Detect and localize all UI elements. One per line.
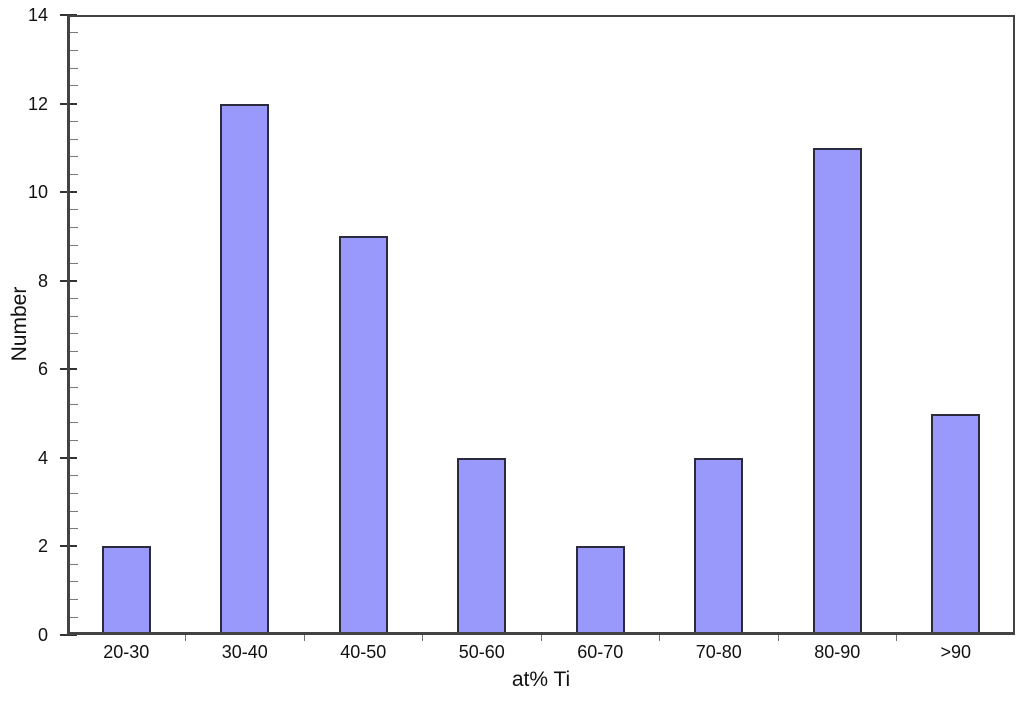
y-tick-label: 2 bbox=[37, 536, 48, 557]
y-minor-tick bbox=[70, 156, 78, 158]
x-boundary-tick bbox=[896, 635, 897, 641]
y-tick-label: 0 bbox=[37, 625, 48, 645]
y-minor-tick bbox=[70, 439, 78, 441]
x-tick-label: 60-70 bbox=[577, 642, 624, 662]
x-boundary-tick bbox=[777, 635, 779, 641]
bar-80-90 bbox=[812, 147, 862, 635]
y-minor-tick bbox=[70, 563, 78, 565]
y-minor-tick bbox=[70, 209, 78, 211]
x-tick-label: 50-60 bbox=[458, 642, 505, 662]
y-major-tick bbox=[60, 102, 77, 105]
bar-20-30 bbox=[101, 546, 151, 635]
x-tick-label: 80-90 bbox=[814, 642, 861, 662]
x-axis-tick-labels: 20-30 30-40 40-50 50-60 60-70 70-80 80-90 >90 bbox=[67, 641, 1015, 665]
y-minor-tick bbox=[70, 421, 78, 423]
x-boundary-tick bbox=[540, 635, 542, 641]
y-tick-label: 4 bbox=[37, 447, 48, 468]
y-minor-tick bbox=[70, 386, 78, 388]
x-tick-label: >90 bbox=[940, 642, 972, 662]
bar-40-50 bbox=[338, 236, 388, 635]
x-tick-label: 20-30 bbox=[103, 642, 150, 662]
y-minor-tick bbox=[70, 297, 78, 299]
bar-50-60 bbox=[457, 457, 507, 635]
y-minor-tick bbox=[70, 599, 78, 601]
x-boundary-tick bbox=[185, 635, 186, 641]
y-minor-tick bbox=[70, 227, 78, 229]
y-minor-tick bbox=[70, 510, 78, 512]
y-axis-tick-labels: 0 2 4 6 8 10 12 14 bbox=[0, 5, 57, 645]
y-tick-label: 6 bbox=[37, 359, 48, 380]
y-minor-tick bbox=[70, 262, 78, 264]
bar->90 bbox=[931, 413, 981, 635]
y-minor-tick bbox=[70, 173, 78, 175]
y-minor-tick bbox=[70, 351, 78, 353]
y-minor-tick bbox=[70, 138, 78, 140]
y-major-tick bbox=[60, 456, 77, 459]
y-minor-tick bbox=[70, 85, 78, 87]
y-major-tick bbox=[60, 545, 77, 548]
x-tick-label: 30-40 bbox=[221, 642, 268, 662]
y-major-tick bbox=[60, 279, 77, 282]
y-minor-tick bbox=[70, 49, 78, 51]
y-minor-tick bbox=[70, 315, 78, 317]
bar-60-70 bbox=[575, 546, 625, 635]
plot-area bbox=[60, 14, 1015, 641]
y-minor-tick bbox=[70, 581, 78, 583]
y-major-tick bbox=[60, 191, 77, 194]
y-tick-label: 12 bbox=[27, 93, 48, 114]
y-minor-tick bbox=[70, 492, 78, 494]
y-tick-label: 8 bbox=[37, 270, 48, 291]
y-tick-label: 14 bbox=[27, 5, 48, 25]
x-axis-title: at% Ti bbox=[511, 668, 571, 691]
x-tick-label: 70-80 bbox=[695, 642, 742, 662]
y-minor-tick bbox=[70, 244, 78, 246]
x-boundary-tick bbox=[422, 635, 423, 641]
y-minor-tick bbox=[70, 528, 78, 530]
y-minor-tick bbox=[70, 475, 78, 477]
y-minor-tick bbox=[70, 616, 78, 618]
y-minor-tick bbox=[70, 67, 78, 69]
x-boundary-tick bbox=[303, 635, 305, 641]
y-minor-tick bbox=[70, 32, 78, 34]
bar-70-80 bbox=[694, 457, 744, 635]
y-minor-tick bbox=[70, 120, 78, 122]
y-major-tick bbox=[60, 368, 77, 371]
x-boundary-tick bbox=[659, 635, 660, 641]
bar-30-40 bbox=[220, 103, 270, 635]
y-tick-label: 10 bbox=[27, 182, 48, 203]
y-major-tick bbox=[60, 634, 77, 636]
y-minor-tick bbox=[70, 333, 78, 335]
y-axis-title: Number bbox=[8, 286, 31, 362]
x-tick-label: 40-50 bbox=[340, 642, 387, 662]
y-minor-tick bbox=[70, 404, 78, 406]
y-major-tick bbox=[60, 14, 77, 16]
